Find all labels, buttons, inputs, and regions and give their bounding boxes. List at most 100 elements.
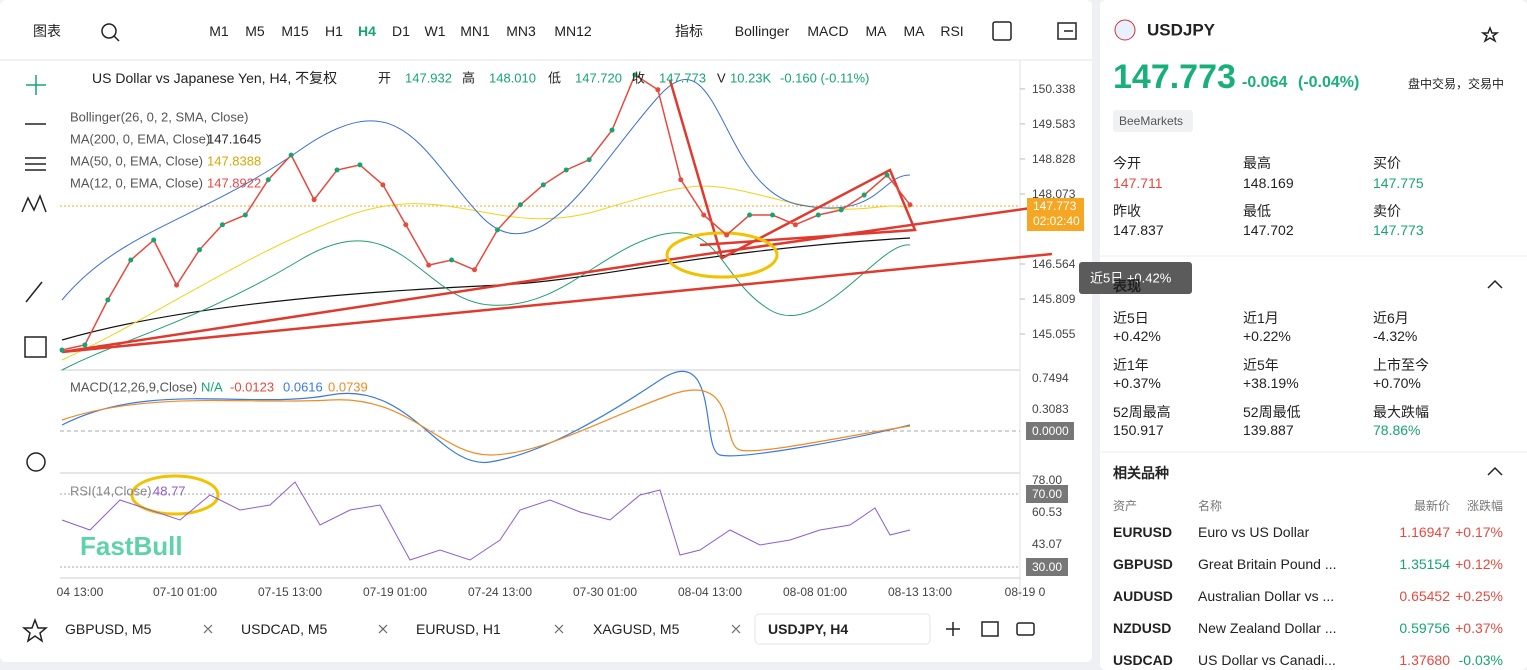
study-button[interactable]: Bollinger [734,23,790,39]
tab[interactable]: USDCAD, M5 [241,621,328,637]
tick-box [1026,422,1074,440]
price-point [219,222,225,228]
related-cell: Euro vs US Dollar [1198,524,1310,540]
y-tick-label: 150.338 [1032,81,1076,96]
interval-button[interactable]: H1 [325,23,343,39]
price-point [82,342,88,348]
rsi-tick: 70.00 [1032,487,1063,501]
price-point [563,167,569,173]
price-point [861,192,867,198]
price-point [449,257,455,263]
macd-value: N/A [201,379,223,395]
price-point [59,347,65,353]
related-cell[interactable]: NZDUSD [1113,620,1172,636]
price-point [105,297,111,303]
perf-value: 139.887 [1243,422,1294,438]
tick-box [1026,485,1068,503]
study-button[interactable]: MA [903,23,925,39]
macd-value: 0.0739 [328,379,368,395]
ohlc-label: V [717,70,726,86]
tab[interactable]: EURUSD, H1 [416,621,501,637]
price-point [792,222,798,228]
price-point [907,202,913,208]
signal-line [61,389,911,456]
interval-button[interactable]: MN1 [460,23,490,39]
table-header: 名称 [1198,499,1223,513]
price-point [334,167,340,173]
study-label: Bollinger(26, 0, 2, SMA, Close) [70,109,249,125]
study-value: 147.1645 [207,131,262,147]
macd-value: 0.0616 [283,379,323,395]
legend-title: US Dollar vs Japanese Yen, H4, 不复权 [92,70,338,86]
stat-value: 147.711 [1113,175,1163,191]
price-line [61,73,911,351]
broker-badge [1113,110,1193,132]
ohlc-value: 147.773 [659,70,706,86]
related-cell: 0.59756 [1399,620,1450,636]
price-point [265,177,271,183]
interval-button[interactable]: W1 [424,23,446,39]
tab[interactable]: USDJPY, H4 [768,621,849,637]
watermark: FastBull [80,531,183,561]
bollinger-upper [61,79,911,301]
perf-value: +0.22% [1243,328,1291,344]
interval-button[interactable]: M5 [245,23,265,39]
ohlc-label: 低 [548,70,562,86]
tooltip: 近5日 +0.42% [1090,270,1172,286]
chart-menu[interactable]: 图表 [33,23,61,39]
price-point [724,232,730,238]
section-title: 表现 [1113,278,1141,294]
study-label: MA(200, 0, EMA, Close) [70,131,211,147]
tab[interactable]: XAGUSD, M5 [593,621,680,637]
x-tick-label: 08-13 13:00 [887,585,953,599]
stat-label: 昨收 [1113,203,1141,219]
price-point [128,257,134,263]
perf-label: 52周最高 [1113,404,1171,420]
related-cell: New Zealand Dollar ... [1198,620,1337,636]
interval-button[interactable]: M15 [281,23,309,39]
symbol: USDJPY [1147,20,1216,40]
status: 盘中交易，交易中 [1408,77,1505,91]
perf-value: +0.37% [1113,375,1161,391]
interval-button[interactable]: D1 [392,23,410,39]
perf-value: -4.32% [1373,328,1418,344]
related-cell: 1.37680 [1399,652,1450,668]
related-cell: 0.65452 [1399,588,1450,604]
legend-change: -0.160 (-0.11%) [780,70,870,86]
price-point [197,247,203,253]
ohlc-value: 147.720 [575,70,622,86]
related-cell[interactable]: AUDUSD [1113,588,1173,604]
study-button[interactable]: MA [865,23,887,39]
study-button[interactable]: RSI [940,23,964,39]
related-cell[interactable]: GBPUSD [1113,556,1173,572]
related-cell[interactable]: EURUSD [1113,524,1173,540]
perf-label: 近5日 [1113,310,1149,326]
price-point [747,212,753,218]
tab[interactable]: GBPUSD, M5 [65,621,152,637]
indicators-menu[interactable]: 指标 [675,23,703,39]
price-point [609,127,615,133]
ohlc-label: 开 [378,70,392,86]
perf-label: 近6月 [1373,310,1409,326]
perf-value: +0.70% [1373,375,1421,391]
related-cell[interactable]: USDCAD [1113,652,1173,668]
x-tick-label: 08-19 0 [1004,585,1046,599]
y-tick-label: 145.809 [1032,292,1076,307]
interval-button[interactable]: MN12 [554,23,592,39]
interval-button[interactable]: H4 [358,23,376,39]
related-cell: 1.16947 [1399,524,1450,540]
countdown: 02:02:40 [1033,214,1080,228]
price-point [426,262,432,268]
rsi-value: 48.77 [153,483,186,499]
interval-button[interactable]: M1 [209,23,229,39]
study-button[interactable]: MACD [807,23,849,39]
stat-value: 147.837 [1113,222,1164,238]
interval-button[interactable]: MN3 [506,23,536,39]
tick-box [1026,558,1068,576]
ohlc-value: 10.23K [730,70,772,86]
ohlc-label: 收 [632,70,646,86]
change: -0.064 [1242,74,1288,91]
price-point [403,222,409,228]
macd-tick: 0.0000 [1032,424,1069,438]
price-point [586,157,592,163]
